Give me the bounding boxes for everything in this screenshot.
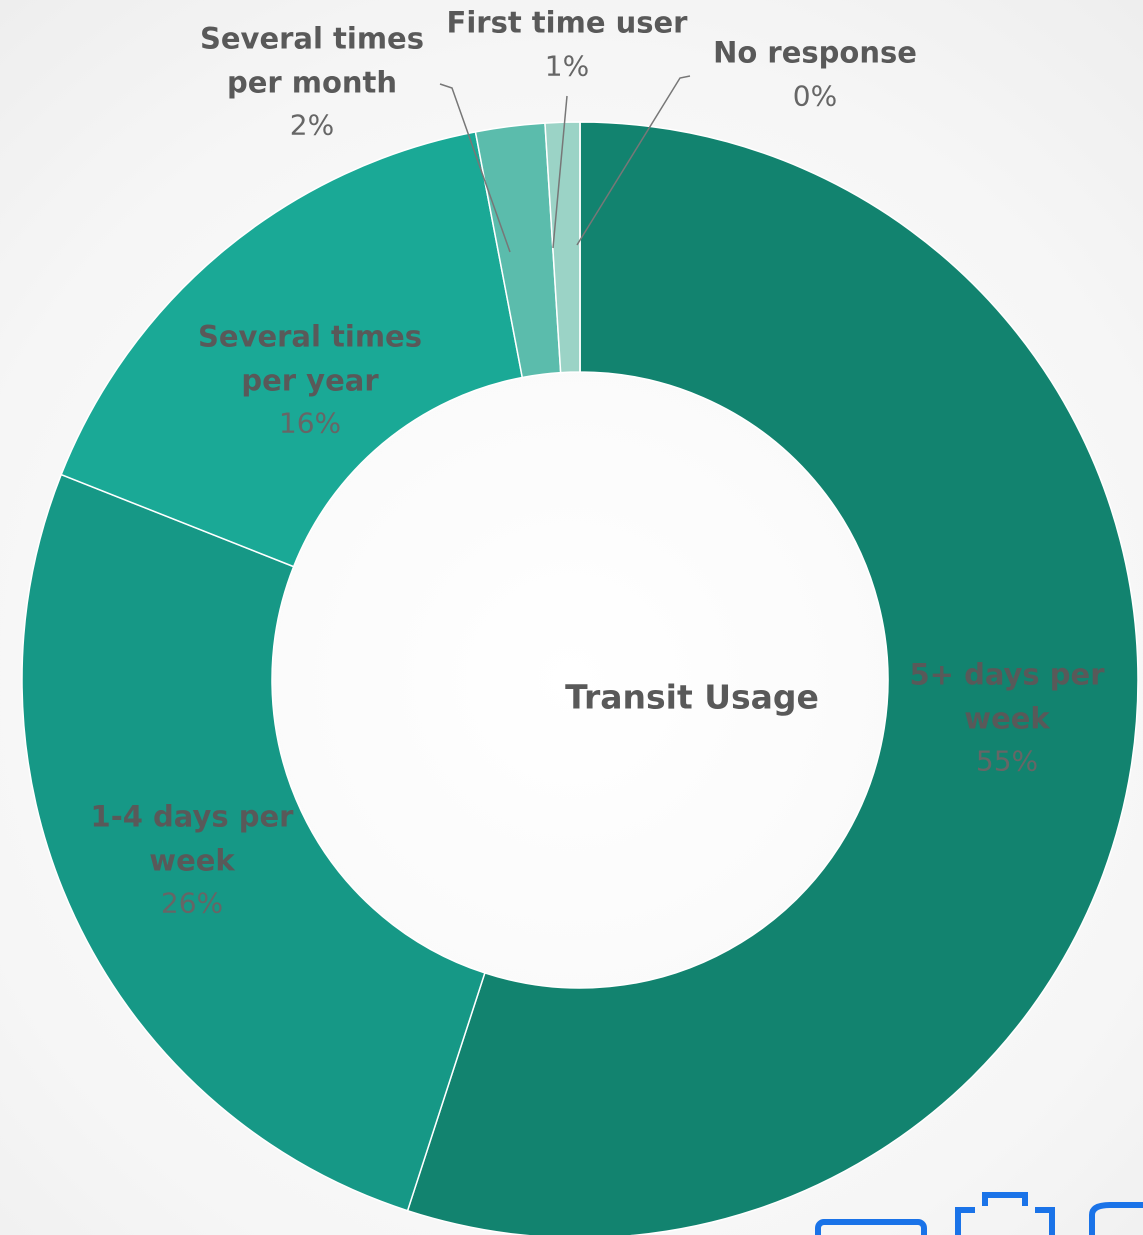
value-label: 2%: [289, 108, 335, 142]
category-label: 5+ days per week: [909, 657, 1105, 736]
slice-label: Several times per year 16%: [175, 316, 445, 445]
leader-line: [552, 95, 568, 249]
value-label: 1%: [544, 48, 590, 82]
slice-label: 1-4 days per week 26%: [62, 796, 322, 925]
slice-label: First time user 1%: [437, 1, 697, 87]
slice: [406, 121, 1139, 1235]
chart-title: Transit Usage: [565, 677, 819, 717]
category-label: No response: [713, 35, 917, 70]
slice-label: Several times per month 2%: [177, 18, 447, 147]
slice: [21, 473, 486, 1212]
slice-label: No response 0%: [685, 31, 945, 117]
slice-label: 5+ days per week 55%: [887, 654, 1127, 783]
category-label: First time user: [446, 5, 688, 40]
icon: [955, 1192, 1055, 1235]
category-label: Several times per year: [198, 319, 422, 398]
category-label: Several times per month: [200, 21, 424, 100]
value-label: 0%: [792, 78, 838, 112]
icons: [815, 1192, 1143, 1235]
slice: [60, 131, 524, 568]
icon: [1089, 1202, 1143, 1235]
icon: [815, 1219, 927, 1235]
leader-line: [576, 75, 691, 246]
leader-line: [439, 83, 511, 253]
value-label: 26%: [160, 886, 224, 920]
slices: [21, 121, 1139, 1235]
category-label: 1-4 days per week: [90, 799, 294, 878]
leader-lines: [439, 75, 691, 253]
value-label: 16%: [278, 406, 342, 440]
value-label: 55%: [975, 744, 1039, 778]
